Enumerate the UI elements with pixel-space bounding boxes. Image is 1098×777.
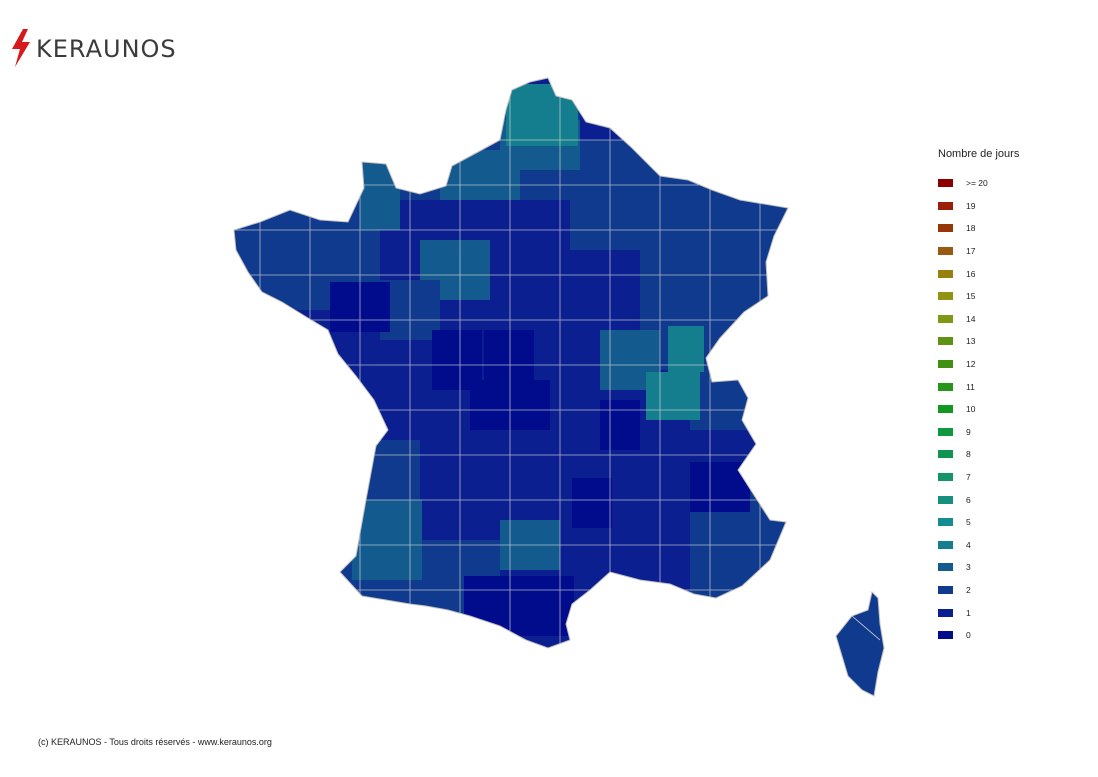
legend-label: 10 [966,404,976,415]
legend-item: 12 [938,353,1058,376]
legend-item: 13 [938,330,1058,353]
copyright-notice: (c) KERAUNOS - Tous droits réservés - ww… [38,737,272,747]
legend-swatch [938,518,953,527]
legend-swatch [938,405,953,414]
keraunos-logo: KERAUNOS [10,28,177,68]
legend-label: 0 [966,630,971,641]
legend-swatch [938,269,953,278]
legend-label: 12 [966,359,976,370]
legend-label: 7 [966,472,971,483]
legend-swatch [938,631,953,640]
legend-label: 17 [966,246,976,257]
legend-items: >= 20 19 18 17 16 15 14 13 12 11 10 9 8 7 6 5 4 3 2 1 0 [938,172,1058,646]
legend-swatch [938,201,953,210]
legend-label: 16 [966,268,976,279]
legend-label: 5 [966,517,971,528]
legend-item: 9 [938,421,1058,444]
legend-swatch [938,450,953,459]
legend-item: 14 [938,308,1058,331]
legend-label: 15 [966,291,976,302]
legend-item: 10 [938,398,1058,421]
legend-label: >= 20 [966,178,988,189]
legend-label: 19 [966,200,976,211]
legend-swatch [938,585,953,594]
legend-swatch [938,427,953,436]
legend-swatch [938,247,953,256]
legend-swatch [938,608,953,617]
legend-label: 4 [966,539,971,550]
legend-swatch [938,337,953,346]
legend-swatch [938,314,953,323]
legend-label: 13 [966,336,976,347]
legend-item: 16 [938,262,1058,285]
legend-item: 6 [938,488,1058,511]
legend-item: 19 [938,195,1058,218]
legend-item: 4 [938,534,1058,557]
legend-label: 9 [966,426,971,437]
legend-label: 18 [966,223,976,234]
legend-swatch [938,540,953,549]
legend-swatch [938,563,953,572]
legend: Nombre de jours >= 20 19 18 17 16 15 14 13 12 11 1… [938,148,1058,646]
brand-name: KERAUNOS [36,35,177,63]
legend-item: >= 20 [938,172,1058,195]
legend-swatch [938,473,953,482]
legend-label: 11 [966,381,975,392]
legend-item: 0 [938,624,1058,647]
legend-item: 3 [938,556,1058,579]
legend-label: 3 [966,562,971,573]
mainland-departements [234,78,788,648]
legend-swatch [938,292,953,301]
legend-swatch [938,382,953,391]
legend-item: 5 [938,511,1058,534]
legend-title: Nombre de jours [938,148,1020,160]
corsica [835,591,885,697]
legend-label: 14 [966,313,976,324]
legend-swatch [938,224,953,233]
lightning-bolt-icon [12,29,30,67]
legend-item: 18 [938,217,1058,240]
legend-swatch [938,360,953,369]
legend-item: 2 [938,579,1058,602]
legend-item: 8 [938,443,1058,466]
legend-item: 7 [938,466,1058,489]
legend-label: 2 [966,584,971,595]
legend-item: 17 [938,240,1058,263]
legend-item: 1 [938,601,1058,624]
legend-label: 8 [966,449,971,460]
legend-item: 11 [938,375,1058,398]
legend-swatch [938,495,953,504]
corsica-divider [851,615,881,641]
legend-swatch [938,179,953,188]
legend-item: 15 [938,285,1058,308]
legend-label: 6 [966,494,971,505]
mainland-outline [233,77,789,649]
legend-label: 1 [966,607,971,618]
